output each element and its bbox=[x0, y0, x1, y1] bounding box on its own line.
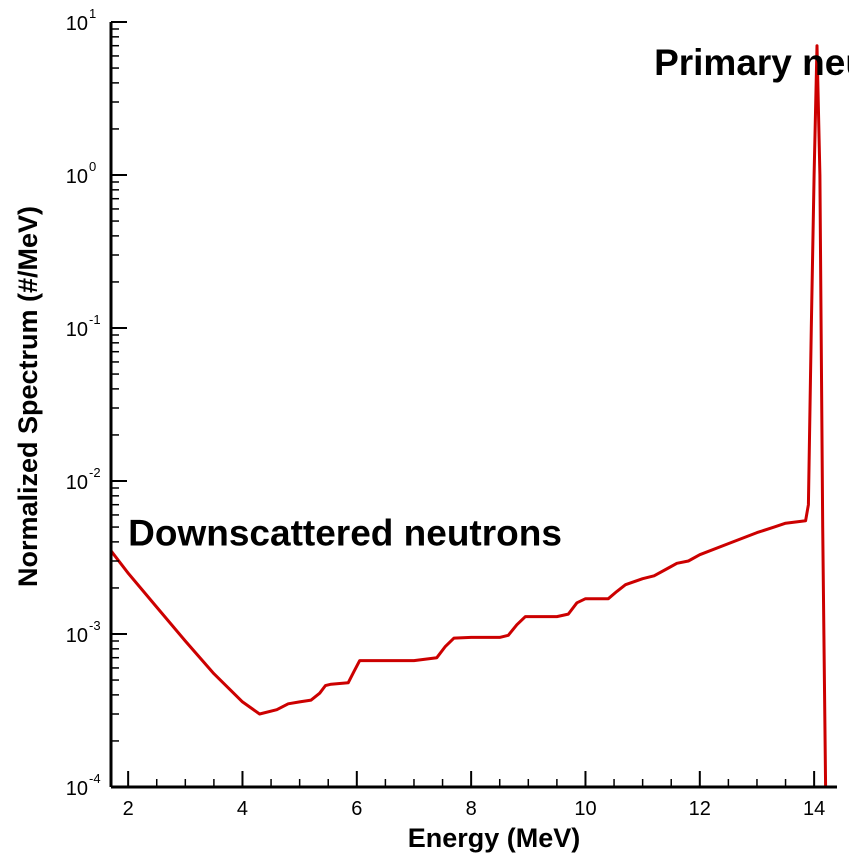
y-tick-label: 10 bbox=[66, 13, 88, 35]
series-layer bbox=[109, 44, 828, 788]
y-tick-label: 10 bbox=[66, 166, 88, 188]
y-tick-label: 10 bbox=[66, 472, 88, 494]
y-tick-label: 10 bbox=[66, 319, 88, 341]
y-tick-exponent: -1 bbox=[89, 312, 101, 327]
axes-layer bbox=[109, 22, 837, 789]
annotation-label: Primary neutrons bbox=[654, 42, 849, 83]
x-tick-label: 10 bbox=[574, 798, 596, 820]
y-tick-exponent: -4 bbox=[89, 771, 101, 786]
x-tick-label: 12 bbox=[689, 798, 711, 820]
y-tick-label: 10 bbox=[66, 778, 88, 800]
y-tick-label: 10 bbox=[66, 625, 88, 647]
x-tick-label: 4 bbox=[237, 798, 248, 820]
y-tick-exponent: 1 bbox=[89, 6, 96, 21]
y-tick-exponent: -2 bbox=[89, 465, 101, 480]
x-tick-label: 6 bbox=[351, 798, 362, 820]
spectrum-line bbox=[109, 44, 828, 788]
x-tick-label: 8 bbox=[466, 798, 477, 820]
annotation-layer: Primary neutrons Downscattered neutrons bbox=[128, 42, 849, 553]
annotation-label: Downscattered neutrons bbox=[128, 512, 562, 553]
x-axis-title: Energy (MeV) bbox=[408, 823, 581, 853]
y-tick-exponent: 0 bbox=[89, 159, 96, 174]
y-tick-exponent: -3 bbox=[89, 618, 101, 633]
x-tick-label: 2 bbox=[123, 798, 134, 820]
x-tick-label: 14 bbox=[803, 798, 825, 820]
y-axis-title: Normalized Spectrum (#/MeV) bbox=[13, 206, 43, 587]
